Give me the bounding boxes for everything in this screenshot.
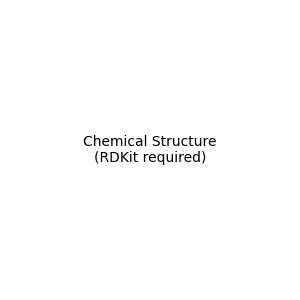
Text: Chemical Structure
(RDKit required): Chemical Structure (RDKit required) [83, 135, 217, 165]
